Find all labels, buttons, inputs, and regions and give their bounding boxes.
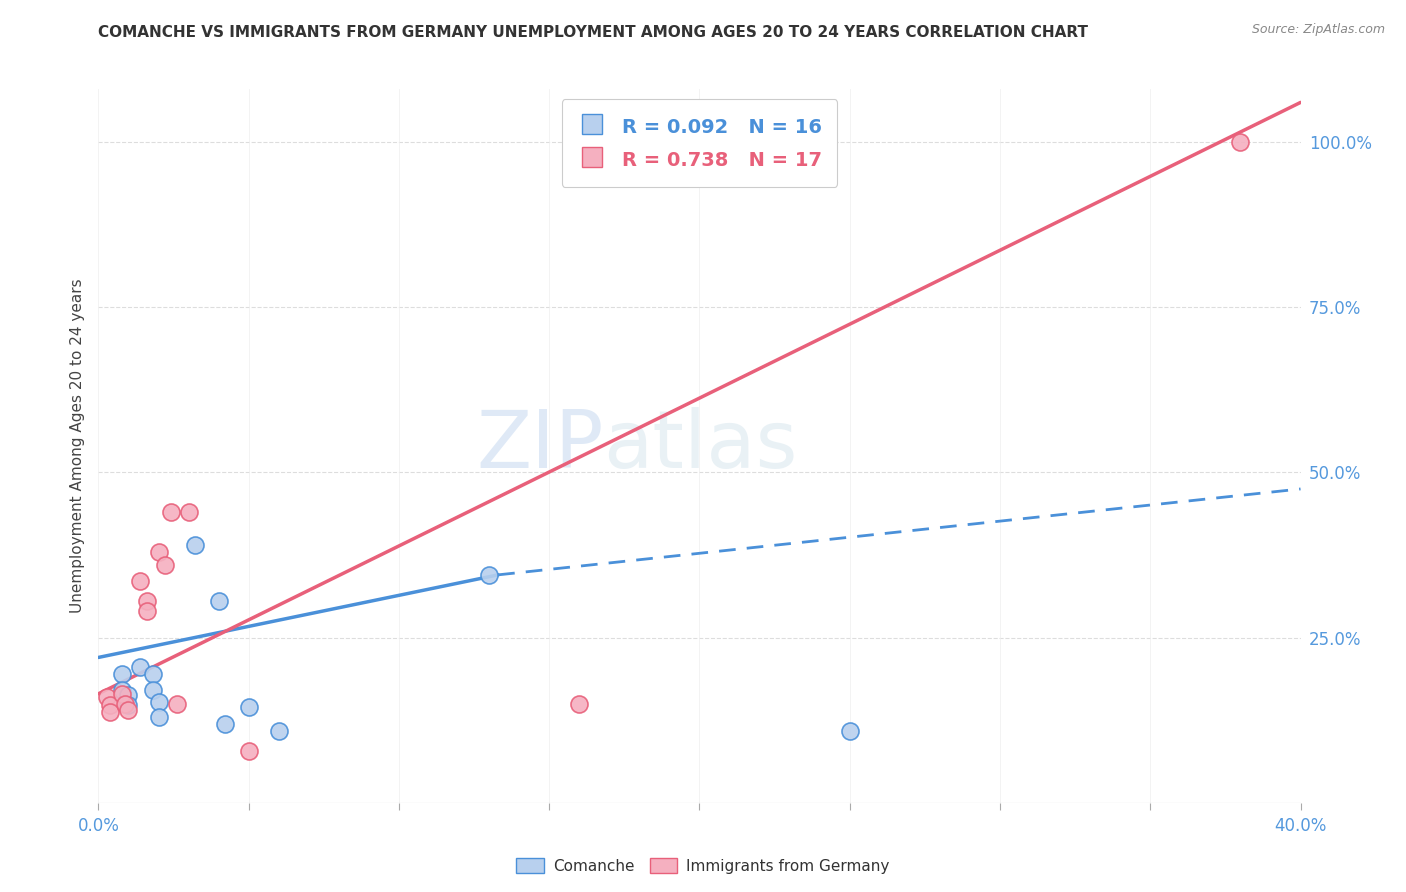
- Point: [238, 744, 260, 758]
- Point: [177, 505, 200, 519]
- Text: atlas: atlas: [603, 407, 797, 485]
- Point: [117, 703, 139, 717]
- Point: [135, 594, 157, 608]
- Point: [129, 574, 152, 589]
- Point: [141, 667, 163, 681]
- Point: [148, 710, 170, 724]
- Point: [117, 698, 139, 712]
- Point: [100, 698, 122, 712]
- Text: COMANCHE VS IMMIGRANTS FROM GERMANY UNEMPLOYMENT AMONG AGES 20 TO 24 YEARS CORRE: COMANCHE VS IMMIGRANTS FROM GERMANY UNEM…: [98, 25, 1088, 40]
- Point: [159, 505, 181, 519]
- Y-axis label: Unemployment Among Ages 20 to 24 years: Unemployment Among Ages 20 to 24 years: [69, 278, 84, 614]
- Point: [267, 724, 290, 739]
- Legend: R = 0.092   N = 16, R = 0.738   N = 17: R = 0.092 N = 16, R = 0.738 N = 17: [561, 99, 838, 187]
- Point: [183, 538, 205, 552]
- Point: [100, 705, 122, 719]
- Point: [148, 695, 170, 709]
- Point: [478, 567, 501, 582]
- Point: [96, 690, 118, 704]
- Point: [111, 687, 134, 701]
- Point: [129, 660, 152, 674]
- Legend: Comanche, Immigrants from Germany: Comanche, Immigrants from Germany: [510, 852, 896, 880]
- Point: [117, 688, 139, 702]
- Point: [111, 683, 134, 698]
- Point: [166, 697, 188, 711]
- Point: [141, 683, 163, 698]
- Text: Source: ZipAtlas.com: Source: ZipAtlas.com: [1251, 22, 1385, 36]
- Point: [114, 697, 136, 711]
- Point: [214, 716, 236, 731]
- Point: [148, 545, 170, 559]
- Point: [568, 697, 591, 711]
- Point: [1229, 135, 1251, 149]
- Point: [111, 667, 134, 681]
- Text: ZIP: ZIP: [477, 407, 603, 485]
- Point: [153, 558, 176, 572]
- Point: [208, 594, 231, 608]
- Point: [838, 724, 860, 739]
- Point: [135, 604, 157, 618]
- Point: [238, 700, 260, 714]
